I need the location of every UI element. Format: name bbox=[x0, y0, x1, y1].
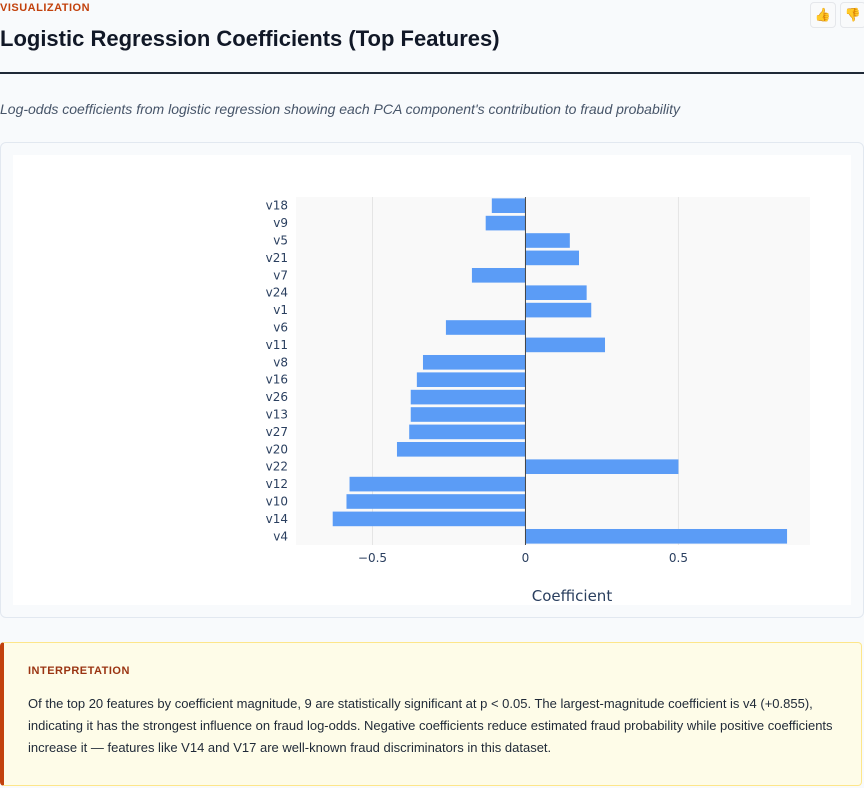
y-tick-label: v26 bbox=[266, 390, 288, 404]
y-tick-label: v20 bbox=[266, 442, 288, 456]
y-tick-label: v6 bbox=[273, 321, 288, 335]
y-tick-label: v27 bbox=[266, 425, 288, 439]
bar-v8[interactable] bbox=[422, 354, 526, 370]
bar-v18[interactable] bbox=[491, 198, 526, 214]
bar-v14[interactable] bbox=[332, 511, 526, 527]
bar-v26[interactable] bbox=[410, 389, 526, 405]
eyebrow-label: VISUALIZATION bbox=[0, 2, 91, 14]
bar-v20[interactable] bbox=[396, 441, 526, 457]
chart-container: v18 v9 v5 v21 v7 v24 v1 v6 v11 v8 v16 v26 v13 v27 v20 v… bbox=[13, 155, 851, 605]
y-tick-label: v16 bbox=[266, 373, 288, 387]
bar-v27[interactable] bbox=[409, 424, 526, 440]
bar-v21[interactable] bbox=[525, 250, 580, 266]
y-tick-label: v13 bbox=[266, 408, 288, 422]
interpretation-panel: INTERPRETATION Of the top 20 features by… bbox=[0, 642, 862, 786]
bar-v13[interactable] bbox=[410, 407, 526, 422]
y-tick-label: v5 bbox=[273, 234, 288, 248]
y-tick-label: v12 bbox=[266, 477, 288, 491]
coefficient-chart: v18 v9 v5 v21 v7 v24 v1 v6 v11 v8 v16 v26 v13 v27 v20 v… bbox=[266, 197, 810, 605]
bar-v1[interactable] bbox=[525, 302, 592, 318]
y-tick-label: v11 bbox=[266, 338, 288, 352]
plot-background bbox=[296, 197, 810, 545]
y-tick-label: v21 bbox=[266, 251, 288, 265]
interpretation-label: INTERPRETATION bbox=[28, 665, 130, 677]
header-divider bbox=[0, 72, 864, 74]
y-tick-label: v7 bbox=[273, 268, 288, 282]
y-tick-label: v4 bbox=[273, 529, 288, 543]
y-tick-label: v14 bbox=[266, 512, 288, 526]
bar-v22[interactable] bbox=[525, 459, 679, 475]
bar-v7[interactable] bbox=[471, 267, 526, 283]
thumbs-down-icon[interactable]: 👎 bbox=[840, 2, 864, 28]
y-tick-label: v9 bbox=[273, 216, 288, 230]
bar-v12[interactable] bbox=[349, 476, 526, 492]
bar-v10[interactable] bbox=[346, 494, 526, 509]
bar-v9[interactable] bbox=[485, 215, 526, 231]
y-tick-label: v1 bbox=[273, 303, 288, 317]
bar-v5[interactable] bbox=[525, 233, 570, 248]
y-tick-label: v18 bbox=[266, 199, 288, 213]
x-tick-label: −0.5 bbox=[358, 551, 387, 565]
y-tick-label: v8 bbox=[273, 355, 288, 369]
x-tick-label: 0.5 bbox=[669, 551, 688, 565]
chart-subtitle: Log-odds coefficients from logistic regr… bbox=[0, 101, 680, 117]
y-tick-label: v10 bbox=[266, 495, 288, 509]
bar-v24[interactable] bbox=[525, 285, 587, 301]
bar-v6[interactable] bbox=[445, 320, 526, 335]
bar-v4[interactable] bbox=[525, 528, 788, 544]
interpretation-text: Of the top 20 features by coefficient ma… bbox=[28, 696, 833, 755]
bar-v11[interactable] bbox=[525, 337, 606, 353]
x-tick-label: 0 bbox=[522, 551, 530, 565]
y-tick-label: v24 bbox=[266, 286, 288, 300]
chart-card: v18 v9 v5 v21 v7 v24 v1 v6 v11 v8 v16 v26 v13 v27 v20 v… bbox=[0, 142, 864, 618]
x-axis-title: Coefficient bbox=[532, 587, 613, 605]
page-title: Logistic Regression Coefficients (Top Fe… bbox=[0, 26, 500, 51]
feedback-buttons: 👍 👎 bbox=[810, 2, 864, 28]
y-tick-label: v22 bbox=[266, 460, 288, 474]
bar-v16[interactable] bbox=[416, 372, 526, 388]
thumbs-up-icon[interactable]: 👍 bbox=[810, 2, 836, 28]
